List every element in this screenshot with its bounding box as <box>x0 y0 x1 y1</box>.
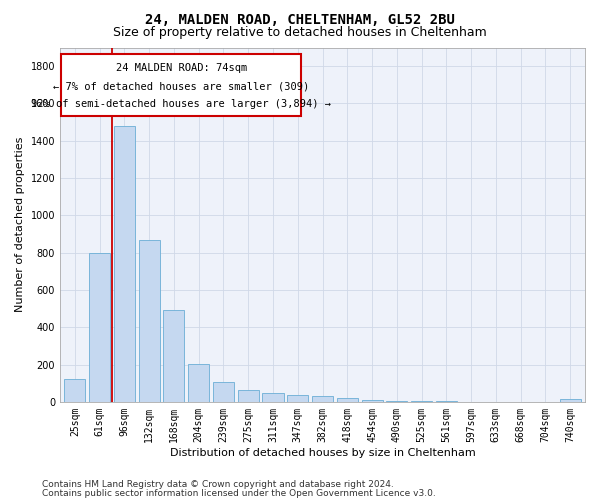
Bar <box>287 396 308 402</box>
Text: ← 7% of detached houses are smaller (309): ← 7% of detached houses are smaller (309… <box>53 81 310 91</box>
Text: Size of property relative to detached houses in Cheltenham: Size of property relative to detached ho… <box>113 26 487 39</box>
Bar <box>89 252 110 402</box>
Bar <box>362 400 383 402</box>
X-axis label: Distribution of detached houses by size in Cheltenham: Distribution of detached houses by size … <box>170 448 475 458</box>
Y-axis label: Number of detached properties: Number of detached properties <box>15 137 25 312</box>
Text: 24 MALDEN ROAD: 74sqm: 24 MALDEN ROAD: 74sqm <box>116 62 247 72</box>
FancyBboxPatch shape <box>61 54 301 116</box>
Text: Contains public sector information licensed under the Open Government Licence v3: Contains public sector information licen… <box>42 488 436 498</box>
Bar <box>238 390 259 402</box>
Bar <box>262 394 284 402</box>
Bar <box>163 310 184 402</box>
Bar <box>560 399 581 402</box>
Text: 92% of semi-detached houses are larger (3,894) →: 92% of semi-detached houses are larger (… <box>31 100 331 110</box>
Bar <box>213 382 234 402</box>
Bar <box>337 398 358 402</box>
Bar <box>312 396 333 402</box>
Bar <box>139 240 160 402</box>
Bar <box>188 364 209 402</box>
Bar <box>64 378 85 402</box>
Text: Contains HM Land Registry data © Crown copyright and database right 2024.: Contains HM Land Registry data © Crown c… <box>42 480 394 489</box>
Text: 24, MALDEN ROAD, CHELTENHAM, GL52 2BU: 24, MALDEN ROAD, CHELTENHAM, GL52 2BU <box>145 12 455 26</box>
Bar <box>114 126 135 402</box>
